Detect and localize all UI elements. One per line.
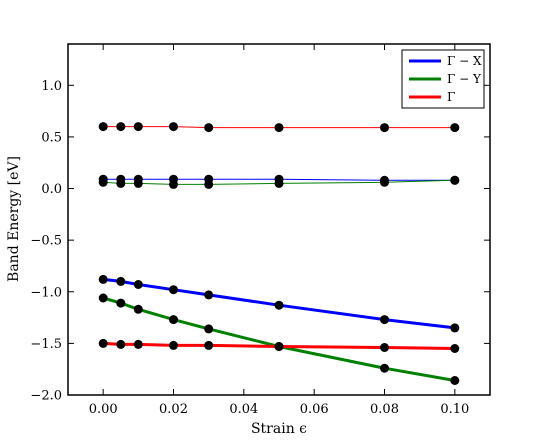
y-tick-label-4: 0.0	[41, 182, 62, 197]
data-point-s1-1	[116, 298, 126, 308]
data-point-s4-0	[98, 177, 108, 187]
data-point-s2-0	[98, 338, 108, 348]
x-tick-label-2: 0.04	[229, 402, 258, 417]
plot-frame	[67, 43, 491, 396]
data-point-s2-3	[169, 340, 178, 350]
data-point-s1-4	[204, 324, 214, 334]
x-tick-label-1: 0.02	[159, 402, 188, 417]
data-point-s4-7	[450, 175, 460, 185]
y-tick-label-0: −2.0	[30, 389, 62, 404]
data-point-s0-1	[116, 276, 126, 286]
y-tick-label-6: 1.0	[41, 79, 62, 94]
data-point-s1-2	[133, 304, 143, 314]
x-tick-label-3: 0.06	[300, 402, 329, 417]
y-tick-label-5: 0.5	[41, 130, 62, 145]
data-point-s1-0	[98, 293, 108, 303]
data-point-s0-5	[274, 300, 284, 310]
y-tick-label-1: −1.5	[30, 337, 62, 352]
axis-tick-labels: 0.00 0.02 0.04 0.06 0.08 0.10 −2.0 −1.5 −1.0 −0.5…	[30, 79, 469, 417]
x-tick-label-4: 0.08	[370, 402, 399, 417]
data-point-s1-7	[450, 376, 460, 385]
data-point-s5-1	[116, 122, 126, 132]
legend-label-gamma-x: Γ − X	[447, 54, 482, 68]
data-point-s2-4	[204, 340, 214, 350]
data-point-s4-1	[116, 178, 126, 188]
data-point-s0-0	[98, 274, 108, 284]
data-point-s5-0	[98, 122, 108, 132]
axis-ticks	[68, 44, 490, 396]
legend-label-gamma: Γ	[447, 90, 455, 104]
x-axis-label: Strain ϵ	[251, 421, 307, 437]
data-point-s0-3	[169, 285, 178, 295]
data-point-s2-2	[133, 339, 143, 349]
x-tick-label-0: 0.00	[89, 402, 118, 417]
data-point-s4-4	[204, 179, 214, 189]
data-point-s2-1	[116, 339, 126, 349]
data-point-s1-6	[380, 363, 389, 373]
legend: Γ − X Γ − Y Γ	[401, 49, 485, 109]
data-point-s1-3	[169, 315, 178, 325]
data-point-s2-7	[450, 344, 460, 353]
legend-label-gamma-y: Γ − Y	[447, 72, 482, 86]
data-point-s5-4	[204, 123, 214, 133]
data-point-s5-2	[133, 122, 143, 132]
data-point-s5-5	[274, 123, 284, 133]
data-point-s0-7	[450, 323, 460, 333]
series-points	[98, 122, 460, 385]
data-point-s5-7	[450, 123, 460, 133]
y-tick-label-3: −0.5	[30, 234, 62, 249]
x-tick-label-5: 0.10	[440, 402, 469, 417]
y-tick-label-2: −1.0	[30, 285, 62, 300]
data-point-s4-3	[169, 179, 178, 189]
data-point-s5-3	[169, 122, 178, 132]
y-axis-label: Band Energy [eV]	[6, 156, 22, 282]
data-point-s4-2	[133, 178, 143, 188]
data-point-s5-6	[380, 123, 389, 133]
data-point-s0-4	[204, 290, 214, 300]
data-point-s4-6	[380, 177, 389, 187]
data-point-s0-6	[380, 315, 389, 325]
data-point-s0-2	[133, 280, 143, 289]
data-point-s2-6	[380, 343, 389, 352]
data-point-s4-5	[274, 178, 284, 188]
data-point-s2-5	[274, 342, 284, 351]
